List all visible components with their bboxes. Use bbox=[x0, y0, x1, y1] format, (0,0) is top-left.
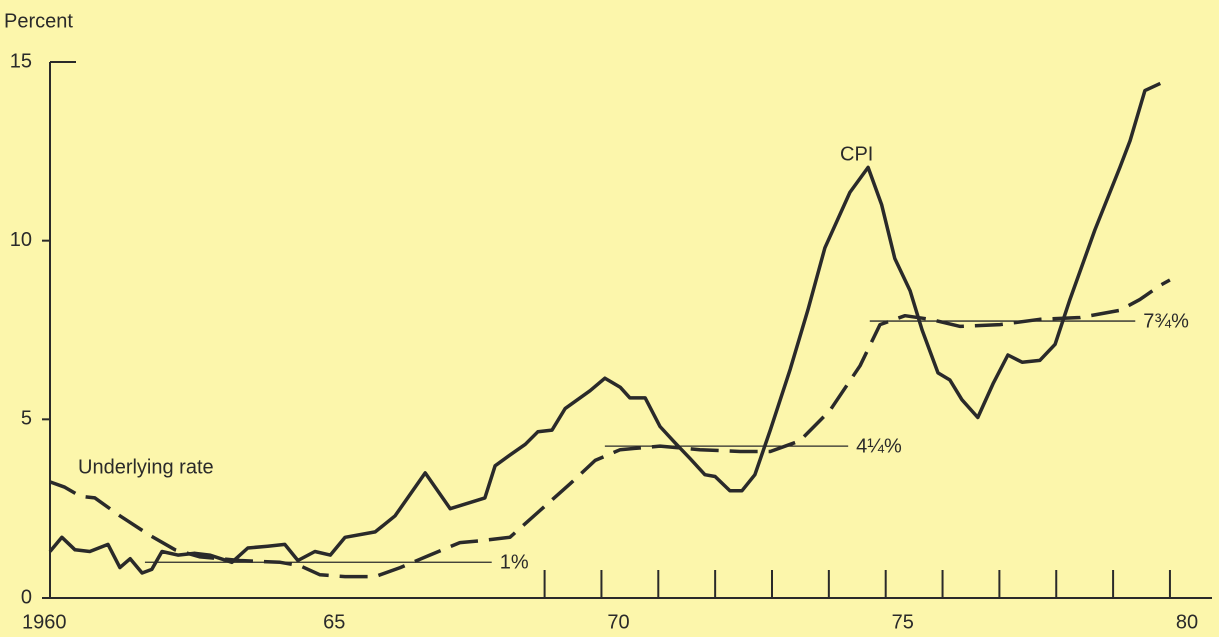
series-line bbox=[49, 278, 1171, 579]
x-tick-label: 70 bbox=[607, 611, 629, 633]
y-tick-label: 10 bbox=[10, 229, 32, 251]
y-axis-label: Percent bbox=[4, 10, 73, 32]
series-label: Underlying rate bbox=[78, 456, 214, 478]
series-label: CPI bbox=[840, 143, 873, 165]
reference-label: 4¼% bbox=[856, 435, 902, 457]
y-tick-label: 5 bbox=[21, 408, 32, 430]
series-line bbox=[48, 81, 1162, 575]
reference-label: 7¾% bbox=[1143, 310, 1189, 332]
x-tick-label: 1960 bbox=[22, 611, 67, 633]
y-tick-label: 0 bbox=[21, 586, 32, 608]
reference-label: 1% bbox=[500, 552, 529, 574]
x-tick-label: 65 bbox=[323, 611, 345, 633]
y-tick-label: 15 bbox=[10, 50, 32, 72]
x-tick-label: 80 bbox=[1176, 611, 1198, 633]
x-tick-label: 75 bbox=[892, 611, 914, 633]
